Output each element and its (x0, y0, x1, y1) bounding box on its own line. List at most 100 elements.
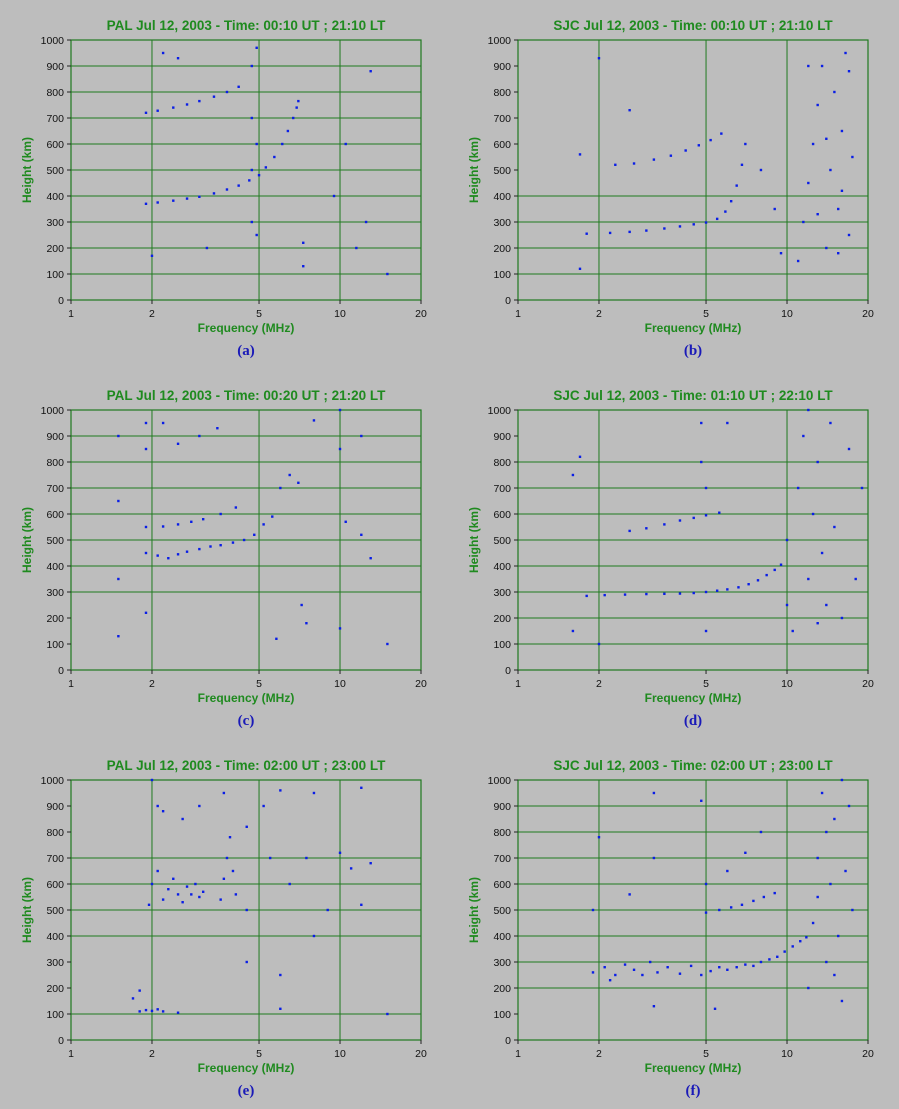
data-point (726, 968, 729, 971)
x-tick-label: 2 (149, 678, 155, 690)
data-point (312, 791, 316, 795)
x-tick-label: 20 (415, 678, 427, 690)
y-tick-label: 500 (493, 535, 511, 547)
x-tick-label: 10 (781, 678, 793, 690)
y-tick-label: 0 (505, 665, 511, 677)
y-tick-label: 900 (493, 431, 511, 443)
data-point (242, 538, 246, 542)
data-point (632, 968, 636, 971)
data-point (219, 544, 222, 547)
data-point (783, 950, 786, 953)
data-point (847, 233, 851, 237)
data-point (860, 486, 864, 490)
y-tick-label: 1000 (41, 35, 65, 47)
y-tick-label: 700 (493, 853, 511, 865)
data-point (212, 192, 216, 195)
x-tick-label: 1 (68, 308, 74, 320)
panel-caption: (b) (684, 343, 702, 359)
y-tick-label: 100 (493, 639, 511, 651)
data-point (302, 241, 305, 244)
data-point (292, 116, 295, 120)
data-point (131, 997, 135, 1000)
data-point (257, 174, 261, 177)
data-point (279, 1007, 282, 1010)
data-point (645, 229, 648, 232)
data-point (816, 103, 819, 107)
data-point (161, 51, 165, 55)
chart-title: SJC Jul 12, 2003 - Time: 01:10 UT ; 22:1… (553, 388, 833, 403)
x-tick-label: 20 (415, 308, 427, 320)
y-tick-label: 900 (46, 801, 64, 813)
x-tick-label: 1 (515, 1048, 521, 1060)
data-point (305, 856, 308, 860)
data-point (768, 958, 771, 961)
y-tick-label: 900 (46, 61, 64, 73)
data-point (228, 836, 232, 839)
data-point (176, 553, 180, 556)
x-tick-label: 5 (703, 308, 709, 320)
y-axis-label: Height (km) (467, 877, 481, 943)
data-point (799, 940, 802, 943)
y-tick-label: 500 (493, 905, 511, 917)
data-point (161, 898, 165, 901)
data-point (840, 189, 844, 192)
data-point (176, 57, 180, 60)
data-point (603, 593, 606, 597)
y-tick-label: 700 (493, 483, 511, 495)
y-tick-label: 100 (46, 269, 64, 281)
data-point (628, 893, 631, 896)
data-point (286, 129, 290, 133)
data-point (847, 70, 851, 73)
data-point (623, 593, 627, 596)
y-tick-label: 100 (46, 639, 64, 651)
data-point (138, 1010, 141, 1013)
data-point (253, 533, 256, 536)
data-point (704, 486, 708, 490)
data-point (829, 168, 832, 172)
x-tick-label: 1 (515, 678, 521, 690)
y-tick-label: 400 (46, 561, 64, 573)
data-point (386, 642, 389, 646)
data-point (779, 563, 783, 566)
data-point (172, 199, 175, 202)
data-point (807, 577, 810, 581)
data-point (854, 577, 857, 581)
data-point (205, 246, 209, 250)
data-point (198, 895, 201, 899)
data-point (684, 149, 687, 152)
y-tick-label: 600 (493, 139, 511, 151)
data-point (844, 51, 847, 55)
y-tick-label: 700 (46, 113, 64, 125)
y-tick-label: 400 (493, 191, 511, 203)
data-point (759, 960, 763, 964)
data-point (740, 903, 744, 906)
data-point (820, 791, 824, 795)
x-tick-label: 20 (862, 678, 874, 690)
data-point (744, 963, 747, 966)
data-point (144, 111, 148, 114)
y-axis-label: Height (km) (467, 137, 481, 203)
data-point (585, 594, 588, 598)
data-point (585, 232, 588, 235)
data-point (724, 210, 727, 213)
y-tick-label: 200 (46, 983, 64, 995)
data-point (729, 906, 733, 909)
data-point (704, 514, 708, 517)
data-point (198, 434, 201, 438)
data-point (762, 895, 766, 899)
y-tick-label: 400 (493, 561, 511, 573)
data-point (779, 252, 783, 255)
x-tick-label: 2 (596, 1048, 602, 1060)
y-tick-label: 400 (46, 191, 64, 203)
data-point (156, 109, 159, 112)
data-point (338, 627, 342, 630)
data-point (369, 70, 372, 73)
y-tick-label: 600 (493, 879, 511, 891)
data-point (591, 908, 595, 912)
y-tick-label: 800 (493, 457, 511, 469)
data-point (245, 960, 248, 964)
data-point (816, 213, 819, 216)
data-point (176, 893, 180, 896)
data-point (825, 603, 828, 607)
y-tick-label: 0 (58, 665, 64, 677)
